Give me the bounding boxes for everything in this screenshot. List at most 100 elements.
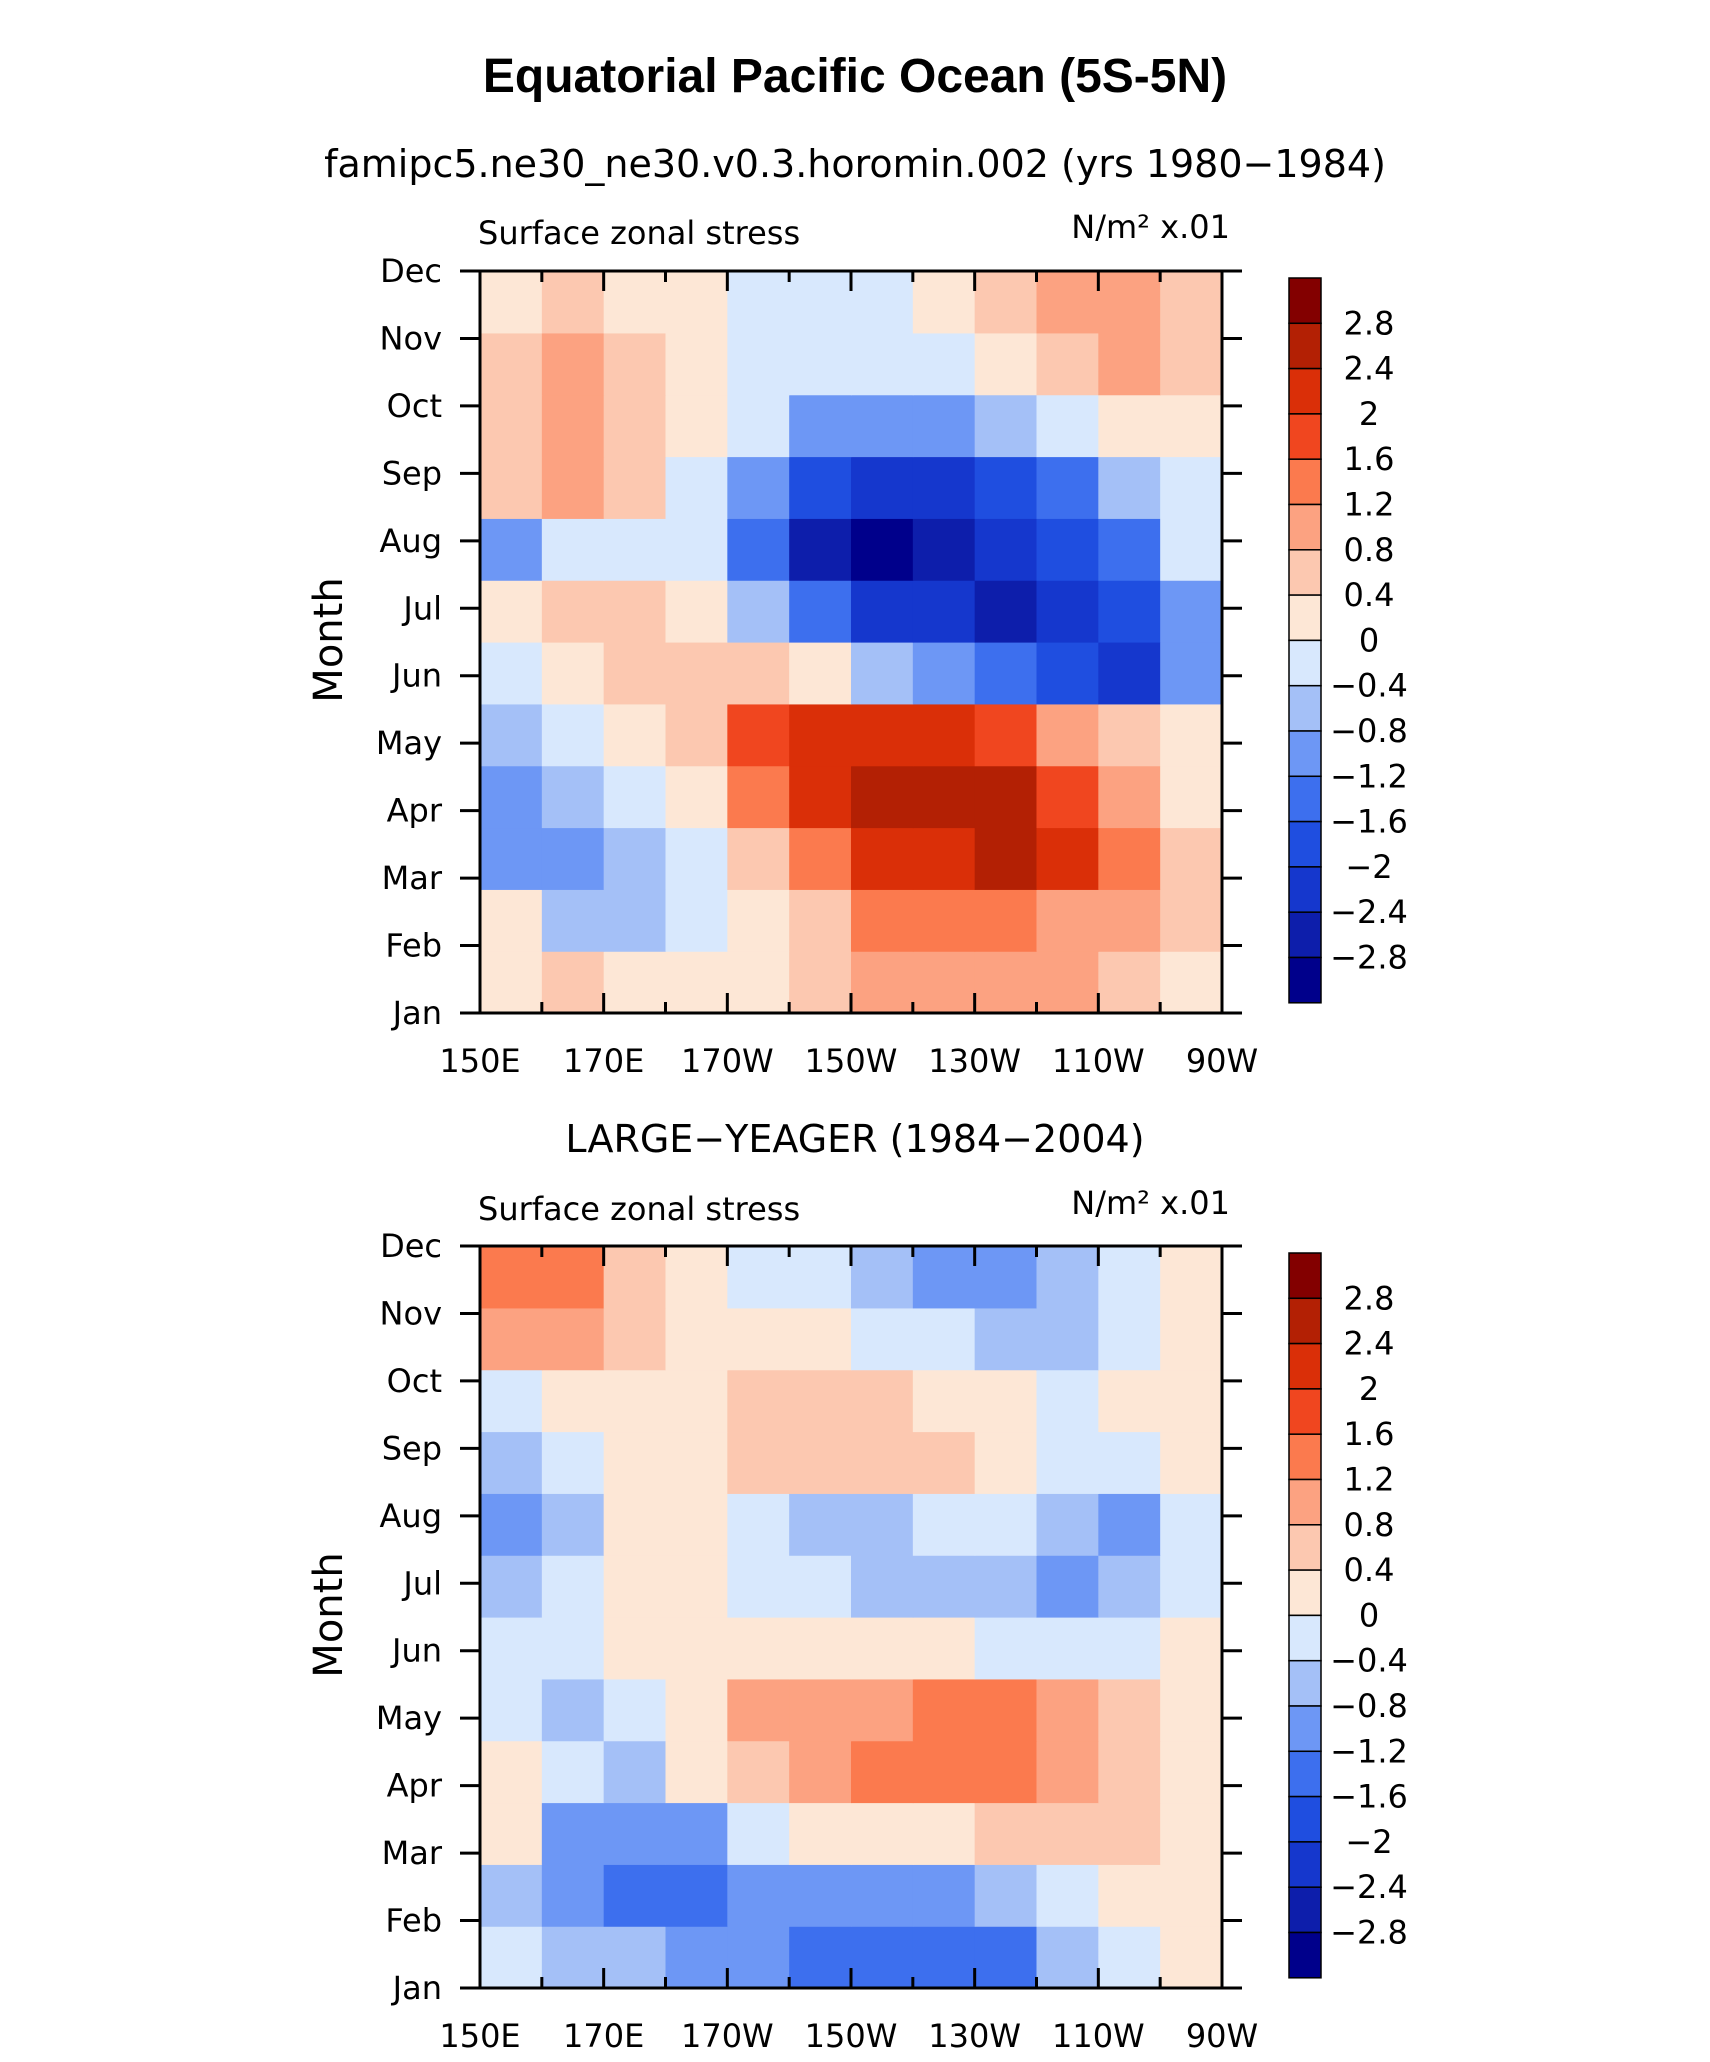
heatmap-cell bbox=[789, 1493, 852, 1556]
heatmap-cell bbox=[789, 765, 852, 829]
heatmap-cell bbox=[912, 642, 976, 705]
heatmap-cell bbox=[974, 580, 1038, 643]
colorbar-label: −0.8 bbox=[1330, 1687, 1408, 1725]
colorbar-box bbox=[1288, 1841, 1322, 1888]
heatmap-cell bbox=[974, 1431, 1038, 1494]
heatmap-cell bbox=[1098, 1555, 1161, 1618]
heatmap-cell bbox=[603, 1926, 667, 1989]
heatmap-cell bbox=[1098, 1678, 1161, 1742]
heatmap-cell bbox=[789, 1740, 852, 1804]
heatmap-cell bbox=[1098, 1802, 1161, 1865]
heatmap-cell bbox=[912, 703, 976, 767]
colorbar-label: 2 bbox=[1359, 395, 1379, 433]
y-tick-label: Dec bbox=[380, 1227, 442, 1265]
y-tick-label: Feb bbox=[385, 1902, 442, 1940]
heatmap-cell bbox=[851, 1617, 914, 1680]
heatmap-cell bbox=[789, 951, 852, 1014]
heatmap-cell bbox=[851, 394, 914, 458]
heatmap-cell bbox=[665, 889, 728, 952]
heatmap-cell bbox=[851, 1369, 914, 1433]
x-tick-label: 90W bbox=[1186, 1042, 1258, 1080]
heatmap-cell bbox=[665, 580, 728, 643]
heatmap-cell bbox=[789, 1431, 852, 1494]
y-tick-label: Jun bbox=[390, 657, 442, 695]
heatmap-cell bbox=[603, 765, 667, 829]
heatmap-cell bbox=[727, 1802, 790, 1865]
colorbar-label: −1.2 bbox=[1330, 757, 1408, 795]
y-tick-label: Oct bbox=[387, 1362, 442, 1400]
colorbar-box bbox=[1288, 1795, 1322, 1843]
heatmap-cell bbox=[727, 1246, 790, 1309]
heatmap-cell bbox=[1098, 1431, 1161, 1494]
heatmap-cell bbox=[789, 1864, 852, 1927]
colorbar-box bbox=[1288, 866, 1322, 913]
left-label: Surface zonal stress bbox=[478, 214, 800, 252]
heatmap-cell bbox=[851, 703, 914, 767]
axis-ticks: Jan Feb Mar Apr May Jun Jul Aug Sep Oct Nov Dec 150E… bbox=[376, 1227, 1258, 2055]
y-tick-label: Sep bbox=[382, 454, 442, 492]
heatmap-cell bbox=[1160, 1864, 1223, 1927]
heatmap-cell bbox=[1036, 827, 1099, 890]
heatmap-cell bbox=[665, 332, 728, 396]
heatmap-cell bbox=[912, 271, 976, 334]
heatmap-cell bbox=[665, 1431, 728, 1494]
heatmap-cell bbox=[480, 271, 543, 334]
heatmap-cell bbox=[603, 889, 667, 952]
heatmap-cell bbox=[727, 394, 790, 458]
colorbar-box bbox=[1288, 730, 1322, 778]
panel-top: famipc5.ne30_ne30.v0.3.horomin.002 (yrs … bbox=[306, 142, 1408, 1080]
heatmap-cell bbox=[603, 951, 667, 1014]
heatmap-cell bbox=[541, 1246, 605, 1309]
heatmap-cell bbox=[974, 642, 1038, 705]
heatmap-cell bbox=[480, 1307, 543, 1371]
colorbar-box bbox=[1288, 367, 1322, 415]
heatmap-cell bbox=[480, 332, 543, 396]
heatmap-cell bbox=[1036, 394, 1099, 458]
heatmap-cell bbox=[1098, 827, 1161, 890]
y-tick-label: Apr bbox=[387, 1767, 443, 1805]
heatmap-cell bbox=[974, 1493, 1038, 1556]
heatmap-cell bbox=[480, 1617, 543, 1680]
y-axis-label: Month bbox=[306, 577, 352, 702]
colorbar-box bbox=[1288, 1705, 1322, 1753]
heatmap-cell bbox=[1098, 1617, 1161, 1680]
heatmap-cell bbox=[1036, 1493, 1099, 1556]
heatmap-cell bbox=[480, 703, 543, 767]
y-tick-label: May bbox=[376, 1699, 442, 1737]
heatmap-cell bbox=[603, 456, 667, 519]
heatmap-cell bbox=[1160, 1307, 1223, 1371]
colorbar-box bbox=[1288, 775, 1322, 823]
heatmap-cell bbox=[541, 1802, 605, 1865]
heatmap-cell bbox=[603, 1307, 667, 1371]
colorbar: 2.8 2.4 2 1.6 1.2 0.8 0.4 0 −0.4 −0.8 −1.2 −1.6 −2 −2… bbox=[1288, 277, 1408, 1004]
colorbar-label: 1.2 bbox=[1344, 486, 1395, 524]
heatmap-cell bbox=[1036, 1678, 1099, 1742]
heatmap-cell bbox=[603, 332, 667, 396]
heatmap-cell bbox=[1160, 518, 1223, 581]
heatmap-cell bbox=[480, 1740, 543, 1804]
heatmap-cell bbox=[1160, 271, 1223, 334]
colorbar-box bbox=[1288, 322, 1322, 370]
heatmap-cell bbox=[603, 271, 667, 334]
heatmap-cell bbox=[727, 1678, 790, 1742]
heatmap-cell bbox=[789, 889, 852, 952]
heatmap-cell bbox=[1036, 642, 1099, 705]
heatmap-cell bbox=[665, 1617, 728, 1680]
heatmap-cell bbox=[912, 1617, 976, 1680]
heatmap-cell bbox=[1160, 1369, 1223, 1433]
x-tick-label: 130W bbox=[928, 1042, 1021, 1080]
heatmap-cell bbox=[789, 642, 852, 705]
heatmap-cell bbox=[1098, 703, 1161, 767]
heatmap-cell bbox=[1098, 394, 1161, 458]
heatmap-cell bbox=[1098, 271, 1161, 334]
colorbar-label: −1.6 bbox=[1330, 803, 1408, 841]
x-tick-label: 90W bbox=[1186, 2017, 1258, 2055]
colorbar-label: 2.8 bbox=[1344, 304, 1395, 342]
panel-title: LARGE−YEAGER (1984−2004) bbox=[565, 1117, 1144, 1161]
y-tick-label: May bbox=[376, 724, 442, 762]
heatmap-cell bbox=[1098, 1307, 1161, 1371]
colorbar-label: 0 bbox=[1359, 1596, 1379, 1634]
heatmap-cell bbox=[789, 1555, 852, 1618]
heatmap-cell bbox=[541, 1864, 605, 1927]
heatmap-cell bbox=[974, 1617, 1038, 1680]
